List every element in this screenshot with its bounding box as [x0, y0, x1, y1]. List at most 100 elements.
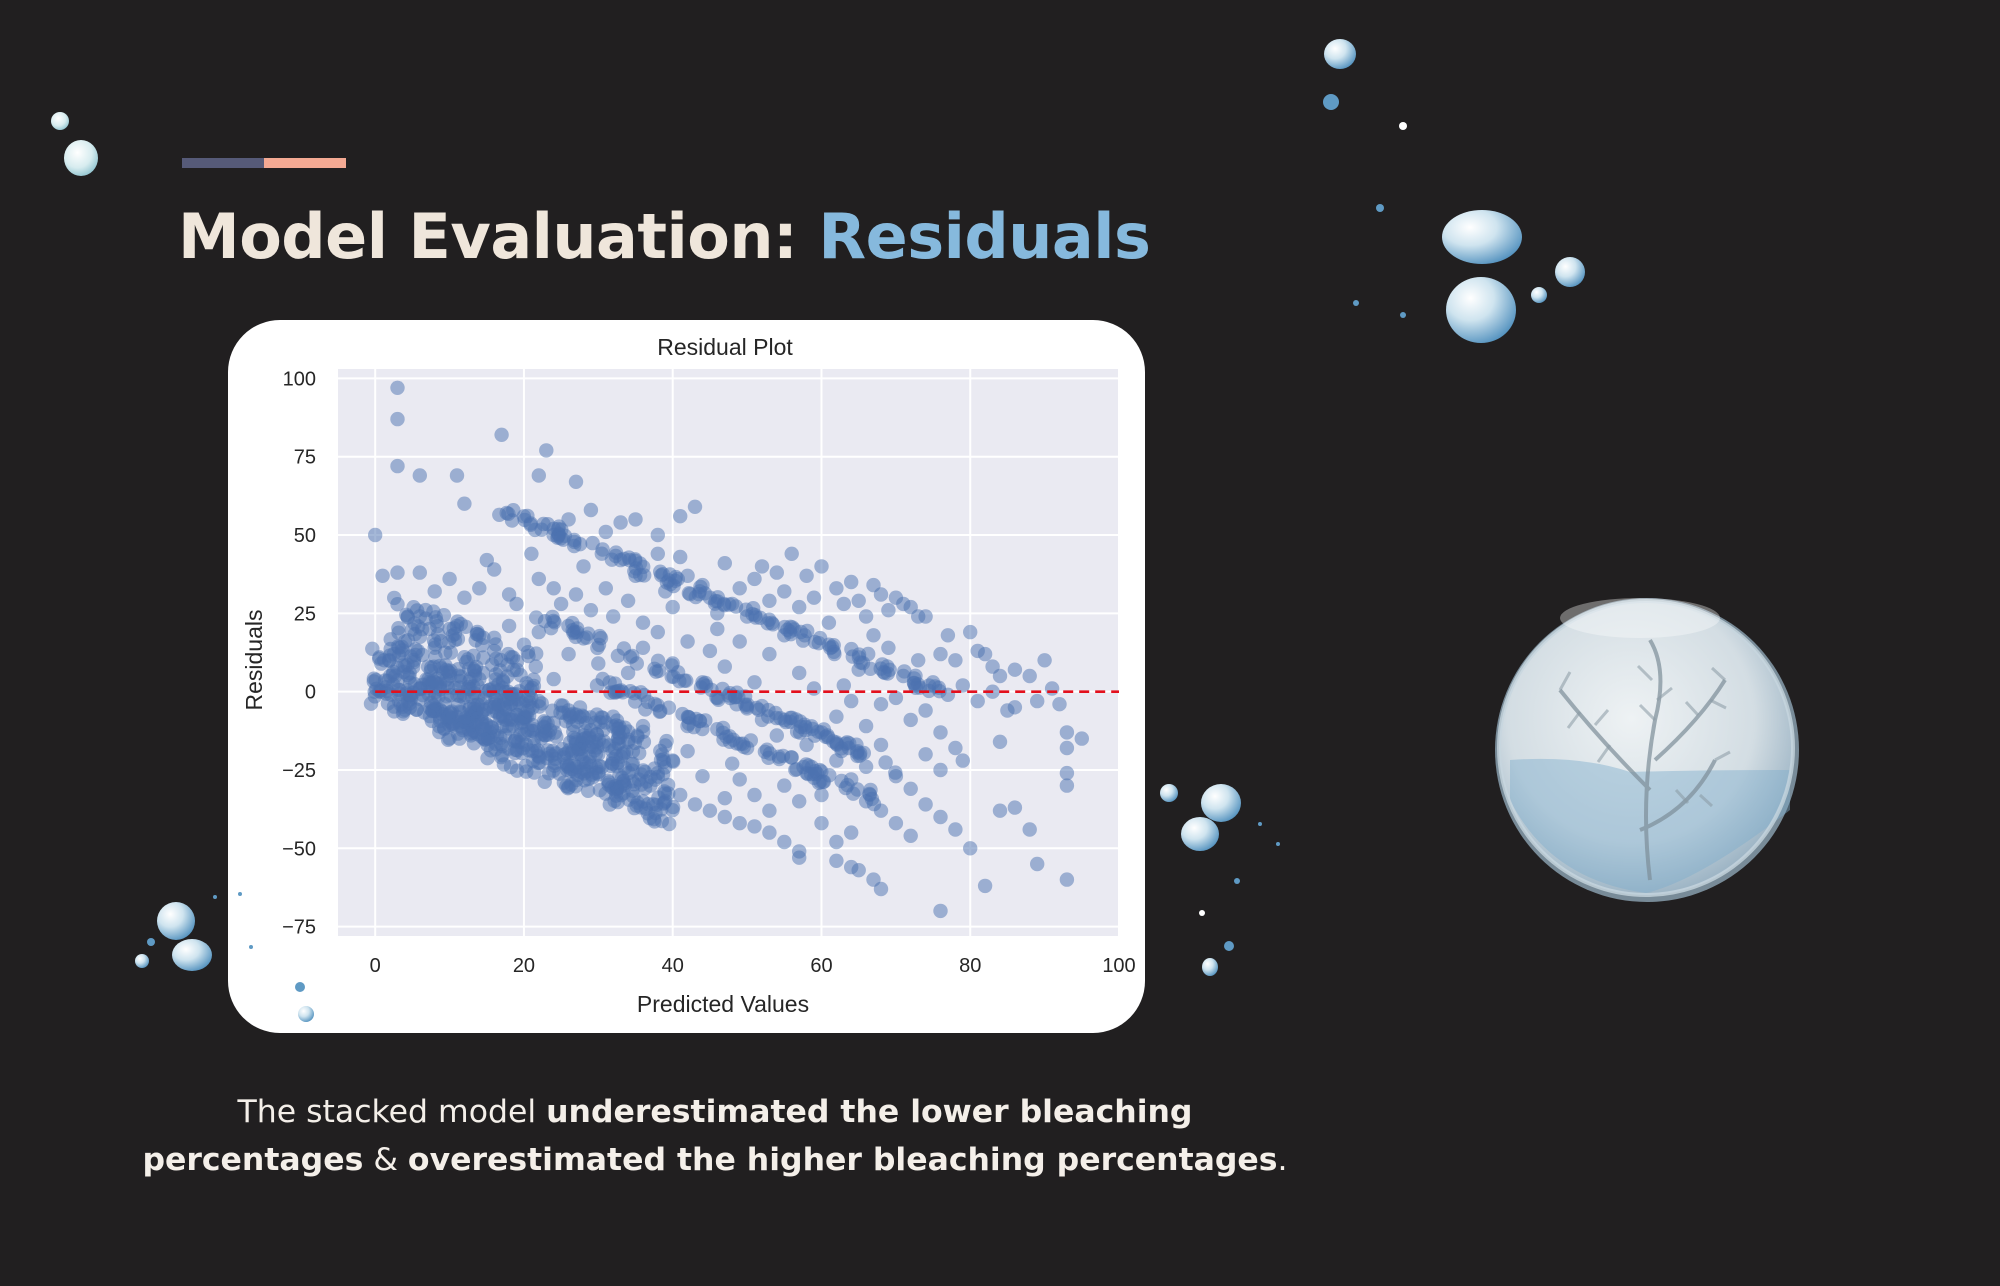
data-point: [814, 725, 829, 740]
data-point: [449, 468, 465, 483]
data-point: [620, 734, 636, 749]
data-point: [583, 710, 598, 725]
data-point: [576, 559, 591, 574]
data-point: [799, 737, 814, 753]
data-point: [1007, 662, 1023, 677]
data-point: [494, 427, 509, 442]
data-point: [829, 834, 844, 850]
x-tick-label: 0: [370, 955, 381, 977]
data-point: [480, 751, 495, 766]
data-point: [427, 675, 442, 690]
residual-plot: Residual Plot 100 75 50 25 0 −25 −50 −75 0 20 40 6…: [241, 334, 1136, 1017]
data-point: [881, 640, 896, 655]
data-point: [607, 684, 622, 700]
data-point: [896, 668, 911, 684]
data-point: [977, 646, 993, 662]
data-point: [531, 468, 546, 483]
data-point: [516, 637, 532, 652]
data-point: [792, 794, 807, 809]
data-point: [793, 624, 808, 640]
data-point: [549, 729, 564, 744]
data-point: [457, 590, 472, 605]
y-axis-label: Residuals: [241, 610, 267, 711]
data-point: [963, 624, 978, 640]
data-point: [457, 687, 472, 702]
data-point: [844, 772, 859, 787]
data-point: [673, 787, 688, 803]
data-point: [933, 762, 948, 778]
data-point: [1052, 697, 1067, 712]
data-point: [717, 556, 732, 571]
bubble-cluster-top-right: [1323, 39, 1585, 343]
data-point: [807, 634, 823, 650]
data-point: [687, 499, 703, 514]
data-point: [634, 767, 649, 782]
data-point: [702, 643, 718, 659]
data-point: [576, 631, 591, 646]
data-point: [546, 521, 561, 536]
x-tick-label: 20: [513, 955, 535, 977]
data-point: [858, 794, 874, 809]
data-point: [710, 621, 725, 637]
data-point: [567, 534, 582, 550]
data-point: [784, 546, 799, 561]
data-point: [1059, 725, 1075, 740]
data-point: [653, 564, 668, 579]
data-point: [940, 628, 956, 643]
data-point: [487, 643, 502, 659]
data-point: [559, 778, 574, 794]
data-point: [732, 816, 747, 831]
data-point: [784, 750, 799, 765]
data-point: [442, 665, 457, 681]
data-point: [940, 687, 956, 702]
data-point: [777, 778, 792, 793]
data-point: [501, 646, 516, 662]
data-point: [613, 515, 628, 530]
data-point: [918, 609, 933, 624]
data-point: [595, 542, 610, 557]
data-point: [955, 753, 970, 768]
data-point: [390, 565, 405, 580]
data-point: [829, 581, 844, 596]
data-point: [1007, 800, 1023, 815]
data-point: [598, 581, 613, 596]
data-point: [501, 618, 517, 634]
data-point: [441, 635, 457, 650]
y-tick-label: 50: [294, 525, 316, 547]
data-point: [1000, 703, 1015, 718]
data-point: [390, 411, 405, 427]
data-point: [799, 568, 814, 583]
data-point: [844, 825, 859, 840]
data-point: [650, 765, 665, 781]
data-point: [625, 648, 640, 664]
title-highlight: Residuals: [818, 200, 1151, 273]
data-point: [613, 552, 628, 568]
data-point: [635, 615, 651, 630]
data-point: [829, 709, 844, 724]
data-point: [850, 748, 865, 764]
data-point: [806, 681, 822, 696]
y-tick-label: 100: [283, 368, 316, 390]
caption-text-1: The stacked model: [237, 1094, 547, 1130]
data-point: [739, 740, 755, 756]
data-point: [1030, 856, 1045, 872]
data-point: [412, 468, 427, 483]
accent-segment-peach: [264, 158, 346, 168]
data-point: [687, 797, 703, 812]
data-point: [620, 593, 636, 608]
data-point: [882, 662, 897, 677]
data-point: [600, 773, 615, 788]
data-point: [888, 816, 904, 831]
data-point: [925, 675, 941, 690]
data-point: [815, 774, 831, 790]
x-tick-label: 40: [662, 955, 684, 977]
data-point: [769, 728, 784, 743]
data-point: [366, 674, 381, 689]
data-point: [539, 443, 554, 458]
data-point: [495, 748, 510, 763]
data-point: [628, 568, 643, 583]
data-point: [747, 819, 762, 834]
data-point: [839, 735, 855, 750]
data-point: [658, 794, 673, 809]
data-point: [829, 853, 844, 868]
